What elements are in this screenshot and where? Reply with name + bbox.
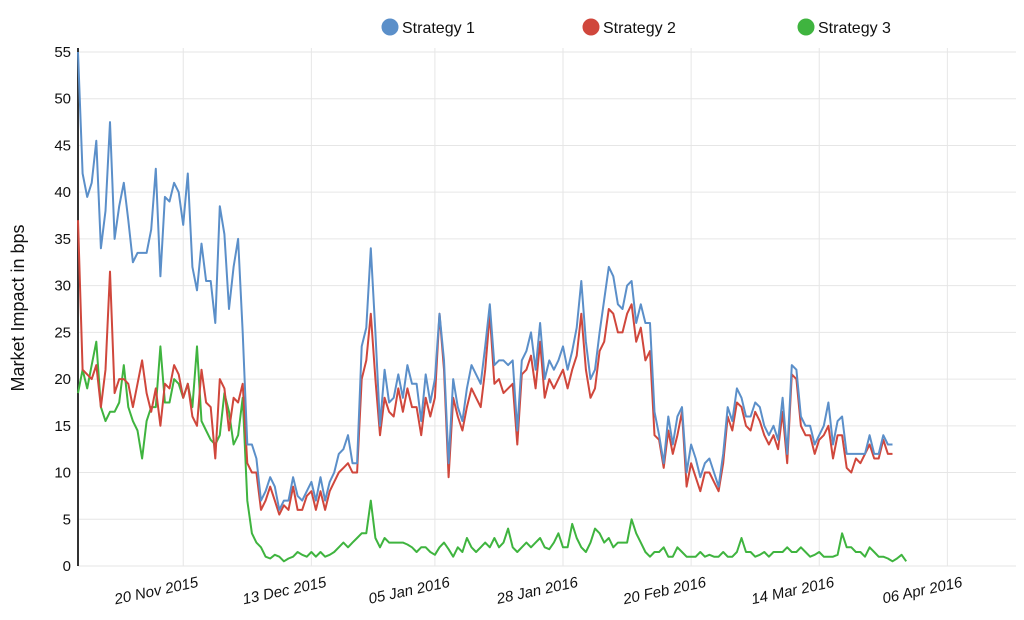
axes: 0 5 10 15 20 25 30 35 40 45 50 55 20 Nov 2015 13 Dec …	[54, 44, 964, 608]
y-tick-label: 25	[54, 324, 71, 341]
y-tick-label: 55	[54, 44, 71, 61]
y-tick-label: 0	[63, 558, 71, 575]
legend-label-strategy-2[interactable]: Strategy 2	[603, 20, 676, 37]
series-line-strategy-2	[77, 220, 893, 516]
legend-marker-strategy-2[interactable]	[582, 18, 600, 36]
y-tick-label: 5	[63, 511, 71, 528]
y-tick-label: 10	[54, 465, 71, 482]
y-tick-label: 35	[54, 231, 71, 248]
x-tick-label: 14 Mar 2016	[750, 574, 837, 608]
legend[interactable]: Strategy 1 Strategy 2 Strategy 3	[381, 18, 891, 37]
y-tick-label: 20	[54, 371, 71, 388]
y-tick-label: 15	[54, 418, 71, 435]
y-axis-label: Market Impact in bps	[8, 224, 28, 391]
legend-label-strategy-3[interactable]: Strategy 3	[818, 20, 891, 37]
x-tick-label: 06 Apr 2016	[881, 574, 965, 608]
x-tick-label: 20 Nov 2015	[112, 574, 200, 609]
grid-lines	[78, 48, 1016, 567]
series-lines	[77, 51, 908, 563]
series-line-strategy-1	[77, 51, 893, 511]
legend-label-strategy-1[interactable]: Strategy 1	[402, 20, 475, 37]
x-tick-label: 05 Jan 2016	[367, 574, 452, 608]
x-tick-label: 13 Dec 2015	[241, 574, 328, 608]
legend-marker-strategy-3[interactable]	[797, 18, 815, 36]
y-tick-label: 50	[54, 91, 71, 108]
y-tick-label: 45	[54, 137, 71, 154]
y-tick-label: 30	[54, 278, 71, 295]
legend-marker-strategy-1[interactable]	[381, 18, 399, 36]
y-tick-label: 40	[54, 184, 71, 201]
x-tick-label: 28 Jan 2016	[494, 574, 580, 608]
x-tick-label: 20 Feb 2016	[621, 574, 709, 608]
